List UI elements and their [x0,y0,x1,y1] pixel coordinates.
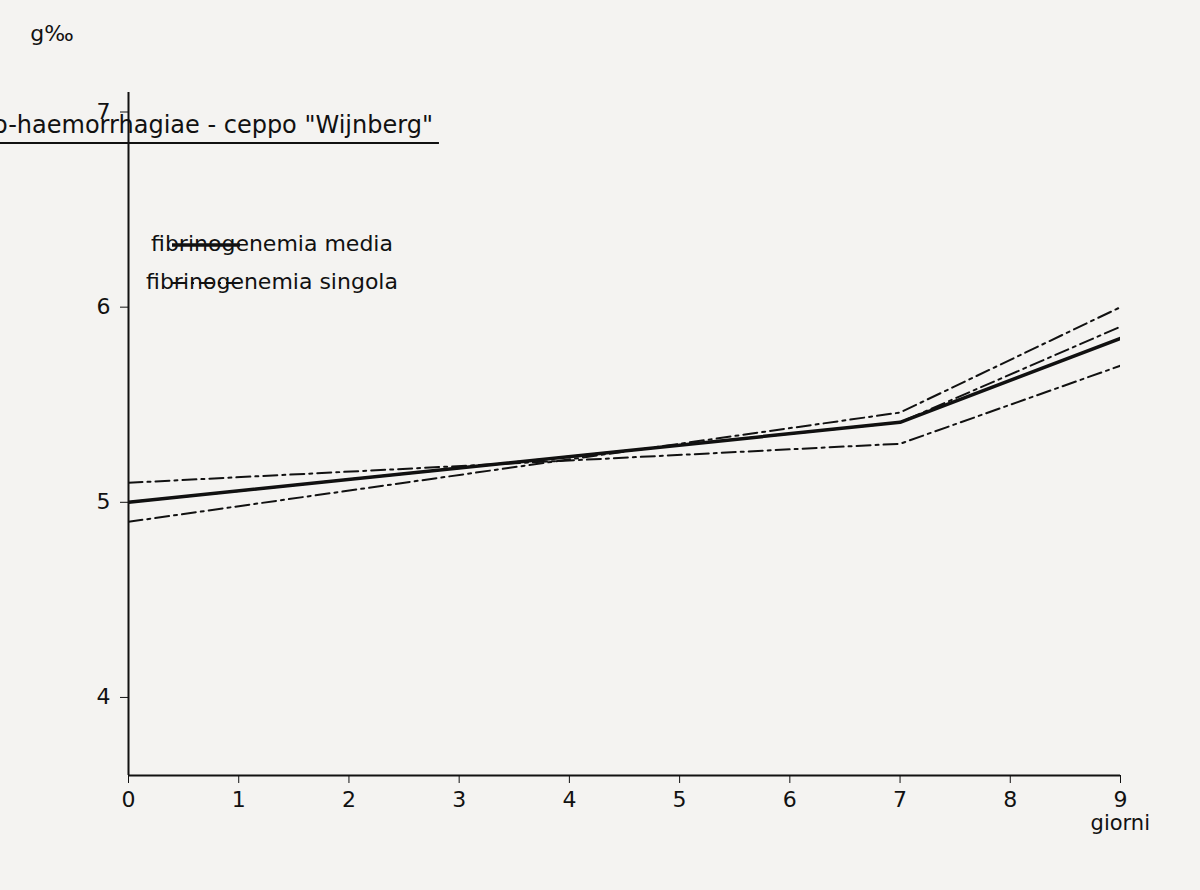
svg-text:3: 3 [452,787,466,812]
svg-text:giorni: giorni [1091,811,1150,835]
svg-text:8: 8 [1003,787,1017,812]
svg-text:6: 6 [783,787,797,812]
svg-text:2: 2 [342,787,356,812]
svg-text:1: 1 [232,787,246,812]
svg-text:5: 5 [673,787,687,812]
svg-text:0: 0 [122,787,136,812]
svg-text:5: 5 [97,489,111,514]
svg-text:fibrinogenemia singola: fibrinogenemia singola [146,269,398,294]
svg-text:6: 6 [97,294,111,319]
svg-text:9: 9 [1114,787,1128,812]
svg-text:L. ictero-haemorrhagiae - cepp: L. ictero-haemorrhagiae - ceppo "Wijnber… [0,111,433,139]
svg-text:fibrinogenemia media: fibrinogenemia media [151,231,393,256]
svg-text:7: 7 [893,787,907,812]
svg-text:4: 4 [562,787,576,812]
svg-text:4: 4 [97,684,111,709]
svg-text:g‰: g‰ [30,21,73,46]
